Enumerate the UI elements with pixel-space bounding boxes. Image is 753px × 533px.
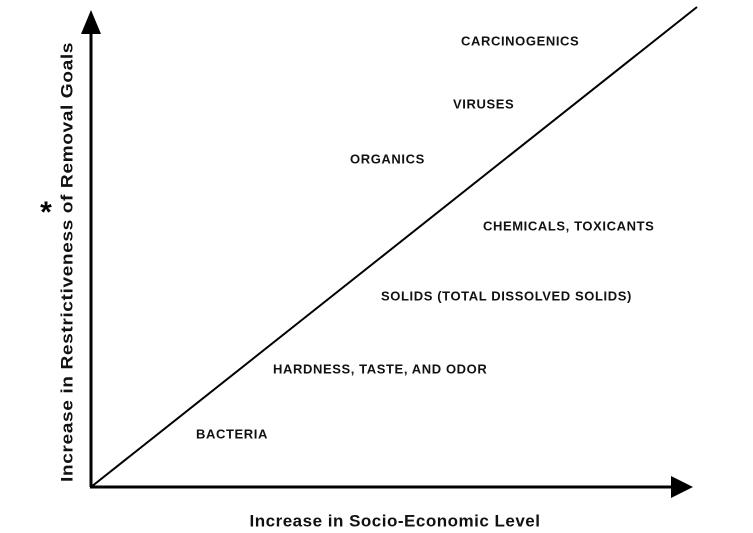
x-axis-label: Increase in Socio-Economic Level	[250, 511, 541, 530]
y-axis-arrow	[81, 10, 101, 34]
y-axis-label: Increase in Restrictiveness of Removal G…	[57, 42, 76, 482]
item-label: SOLIDS (TOTAL DISSOLVED SOLIDS)	[381, 288, 632, 303]
item-label: ORGANICS	[350, 151, 425, 166]
item-label: CARCINOGENICS	[461, 33, 579, 48]
item-label: VIRUSES	[453, 96, 514, 111]
diagonal-line	[90, 6, 698, 488]
x-axis-arrow	[671, 476, 693, 498]
item-label: CHEMICALS, TOXICANTS	[483, 218, 654, 233]
y-axis-marker: *	[40, 196, 52, 229]
item-label: HARDNESS, TASTE, AND ODOR	[273, 361, 487, 376]
item-label: BACTERIA	[196, 426, 268, 441]
